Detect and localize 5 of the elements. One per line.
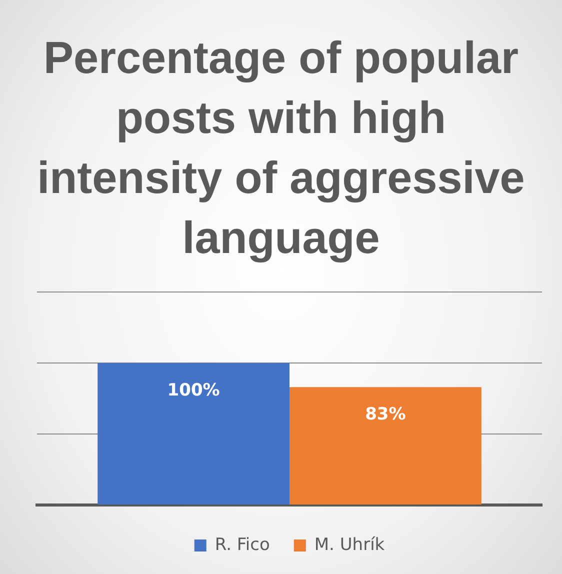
legend-label: M. Uhrík: [314, 534, 385, 555]
data-label: 100%: [167, 380, 220, 400]
chart-title: Percentage of popular posts with high intensity of aggressive language: [36, 31, 526, 265]
data-label: 83%: [365, 404, 406, 425]
legend-label: R. Fico: [214, 534, 270, 555]
